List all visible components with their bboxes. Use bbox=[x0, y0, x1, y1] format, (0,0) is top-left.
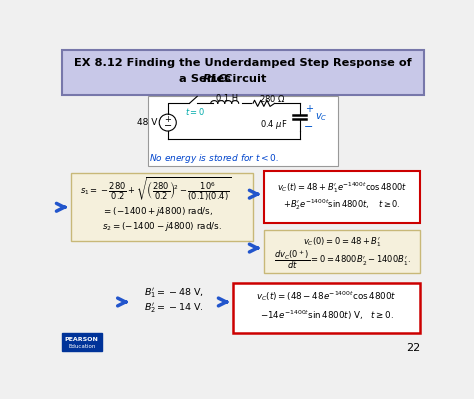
Text: $\dfrac{dv_C(0^+)}{dt} = 0 = 4800B_2' - 1400B_1'.$: $\dfrac{dv_C(0^+)}{dt} = 0 = 4800B_2' - … bbox=[273, 248, 410, 271]
Text: 0.1 H: 0.1 H bbox=[216, 94, 238, 103]
Text: 0.4 $\mu$F: 0.4 $\mu$F bbox=[260, 119, 288, 131]
Text: $s_2 = (-1400 - j4800)$ rad/s.: $s_2 = (-1400 - j4800)$ rad/s. bbox=[102, 220, 222, 233]
FancyBboxPatch shape bbox=[148, 97, 338, 166]
Text: +: + bbox=[164, 115, 171, 124]
Text: $= (-1400 + j4800)$ rad/s,: $= (-1400 + j4800)$ rad/s, bbox=[102, 205, 213, 218]
Text: a Series: a Series bbox=[179, 74, 236, 84]
Text: $+ B_2'e^{-1400t}\sin 4800t,\quad t \geq 0.$: $+ B_2'e^{-1400t}\sin 4800t,\quad t \geq… bbox=[283, 198, 401, 212]
Text: RLC: RLC bbox=[202, 74, 227, 84]
FancyBboxPatch shape bbox=[264, 230, 420, 273]
Text: $v_C(t) = (48 - 48e^{-1400t}\cos 4800t$: $v_C(t) = (48 - 48e^{-1400t}\cos 4800t$ bbox=[256, 289, 397, 303]
FancyBboxPatch shape bbox=[233, 283, 420, 333]
Text: $B_2' = -14$ V.: $B_2' = -14$ V. bbox=[145, 301, 204, 315]
Text: Education: Education bbox=[68, 344, 95, 349]
Text: +: + bbox=[305, 105, 313, 115]
Text: EX 8.12 Finding the Underdamped Step Response of: EX 8.12 Finding the Underdamped Step Res… bbox=[74, 58, 412, 68]
Text: PEARSON: PEARSON bbox=[65, 337, 99, 342]
Text: 48 V: 48 V bbox=[137, 118, 157, 127]
FancyBboxPatch shape bbox=[62, 50, 424, 95]
FancyBboxPatch shape bbox=[264, 171, 420, 223]
Text: $v_C(0) = 0 = 48 + B_1'$: $v_C(0) = 0 = 48 + B_1'$ bbox=[303, 235, 382, 249]
Text: 22: 22 bbox=[406, 343, 420, 353]
Text: No energy is stored for $t < 0$.: No energy is stored for $t < 0$. bbox=[149, 152, 279, 165]
Text: Circuit: Circuit bbox=[219, 74, 266, 84]
Text: 280 $\Omega$: 280 $\Omega$ bbox=[259, 93, 286, 104]
Text: −: − bbox=[164, 120, 172, 130]
Text: $v_C(t) = 48 + B_1'e^{-1400t}\cos 4800t$: $v_C(t) = 48 + B_1'e^{-1400t}\cos 4800t$ bbox=[277, 180, 407, 195]
Text: −: − bbox=[304, 122, 313, 132]
Text: $B_1' = -48$ V,: $B_1' = -48$ V, bbox=[145, 286, 205, 300]
Text: $s_1 = -\dfrac{280}{0.2}+\sqrt{\left(\dfrac{280}{0.2}\right)^{\!2}-\dfrac{10^6}{: $s_1 = -\dfrac{280}{0.2}+\sqrt{\left(\df… bbox=[81, 175, 232, 203]
FancyBboxPatch shape bbox=[71, 174, 253, 241]
FancyBboxPatch shape bbox=[62, 333, 102, 351]
Text: $v_C$: $v_C$ bbox=[315, 111, 328, 123]
Text: $t=0$: $t=0$ bbox=[185, 105, 205, 117]
Text: $- 14e^{-1400t}\sin 4800t)$ V,$\quad t \geq 0.$: $- 14e^{-1400t}\sin 4800t)$ V,$\quad t \… bbox=[260, 308, 394, 322]
